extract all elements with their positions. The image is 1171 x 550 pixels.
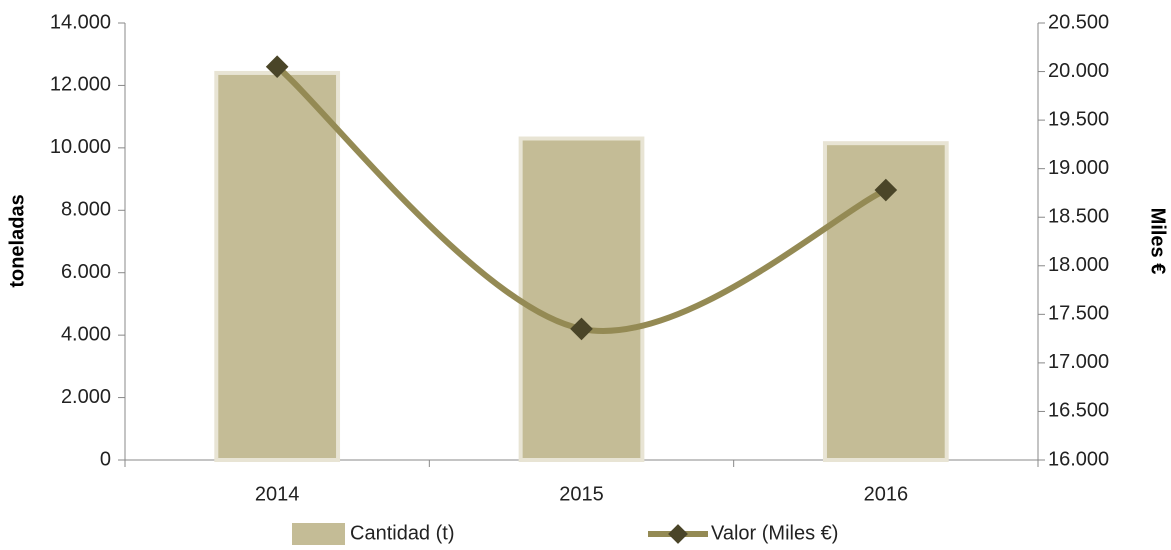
y2-tick-label: 17.500	[1048, 303, 1109, 325]
y-tick-label: 8.000	[61, 199, 111, 221]
y2-tick-label: 16.500	[1048, 400, 1109, 422]
y-tick-label: 12.000	[50, 74, 111, 96]
y-tick-label: 2.000	[61, 386, 111, 408]
legend-swatch	[292, 523, 345, 545]
x-tick-label: 2015	[559, 483, 604, 505]
y2-tick-label: 20.500	[1048, 11, 1109, 33]
legend-marker	[668, 524, 688, 544]
y2-axis-title: Miles €	[1147, 208, 1169, 275]
x-tick-label: 2016	[864, 483, 909, 505]
y2-tick-label: 17.000	[1048, 351, 1109, 373]
y-tick-label: 6.000	[61, 261, 111, 283]
y2-tick-label: 19.500	[1048, 108, 1109, 130]
y2-tick-label: 18.000	[1048, 254, 1109, 276]
y2-tick-label: 16.000	[1048, 448, 1109, 470]
y-axis-title: toneladas	[6, 194, 28, 287]
marker	[570, 317, 593, 341]
bar	[518, 136, 645, 462]
y2-tick-label: 20.000	[1048, 60, 1109, 82]
legend-label: Valor (Miles €)	[711, 522, 838, 544]
bar	[214, 70, 341, 462]
y2-tick-label: 18.500	[1048, 206, 1109, 228]
y-tick-label: 14.000	[50, 11, 111, 33]
y-tick-label: 0	[100, 448, 111, 470]
legend-label: Cantidad (t)	[350, 522, 455, 544]
y2-tick-label: 19.000	[1048, 157, 1109, 179]
y-tick-label: 4.000	[61, 323, 111, 345]
x-tick-label: 2014	[255, 483, 300, 505]
y-tick-label: 10.000	[50, 136, 111, 158]
